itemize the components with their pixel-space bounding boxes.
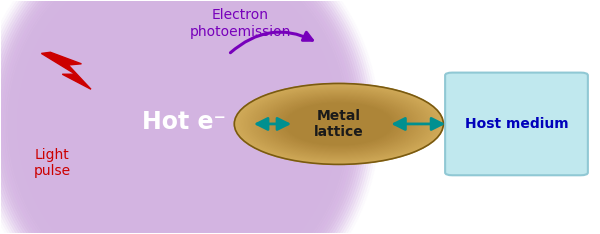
Ellipse shape bbox=[78, 20, 277, 228]
Ellipse shape bbox=[42, 0, 313, 234]
Ellipse shape bbox=[28, 0, 327, 234]
Ellipse shape bbox=[0, 0, 361, 234]
Text: Electron
photoemission: Electron photoemission bbox=[190, 8, 291, 39]
Ellipse shape bbox=[237, 84, 440, 163]
Ellipse shape bbox=[74, 15, 281, 233]
Ellipse shape bbox=[49, 0, 307, 234]
Ellipse shape bbox=[80, 22, 275, 226]
Ellipse shape bbox=[53, 0, 302, 234]
Ellipse shape bbox=[257, 92, 421, 156]
Ellipse shape bbox=[241, 86, 437, 162]
Ellipse shape bbox=[249, 89, 428, 159]
Ellipse shape bbox=[60, 1, 295, 234]
Ellipse shape bbox=[277, 100, 400, 148]
Ellipse shape bbox=[62, 3, 293, 234]
Ellipse shape bbox=[265, 95, 413, 153]
Ellipse shape bbox=[85, 27, 270, 221]
Ellipse shape bbox=[15, 0, 340, 234]
Text: Light
pulse: Light pulse bbox=[34, 148, 71, 178]
Ellipse shape bbox=[261, 94, 416, 154]
Text: Metal
lattice: Metal lattice bbox=[314, 109, 364, 139]
Ellipse shape bbox=[248, 89, 430, 159]
Ellipse shape bbox=[35, 0, 320, 234]
Ellipse shape bbox=[285, 103, 392, 145]
Ellipse shape bbox=[71, 13, 284, 234]
Ellipse shape bbox=[8, 0, 347, 234]
Ellipse shape bbox=[40, 0, 316, 234]
Ellipse shape bbox=[253, 91, 425, 157]
Ellipse shape bbox=[0, 0, 365, 234]
Ellipse shape bbox=[283, 102, 395, 146]
Polygon shape bbox=[41, 52, 91, 89]
Ellipse shape bbox=[65, 5, 290, 234]
Ellipse shape bbox=[247, 88, 431, 160]
Ellipse shape bbox=[22, 0, 334, 234]
FancyBboxPatch shape bbox=[445, 73, 588, 175]
Ellipse shape bbox=[0, 0, 374, 234]
Ellipse shape bbox=[260, 93, 418, 154]
Text: Host medium: Host medium bbox=[464, 117, 568, 131]
Ellipse shape bbox=[67, 8, 288, 234]
Ellipse shape bbox=[280, 101, 398, 147]
Ellipse shape bbox=[236, 84, 442, 164]
Ellipse shape bbox=[0, 0, 379, 234]
Ellipse shape bbox=[272, 98, 406, 150]
Ellipse shape bbox=[37, 0, 318, 234]
Ellipse shape bbox=[245, 88, 433, 160]
Ellipse shape bbox=[58, 0, 298, 234]
Ellipse shape bbox=[69, 10, 286, 234]
Ellipse shape bbox=[31, 0, 325, 234]
Ellipse shape bbox=[0, 0, 359, 234]
Ellipse shape bbox=[287, 104, 391, 144]
Ellipse shape bbox=[273, 99, 404, 149]
Ellipse shape bbox=[1, 0, 354, 234]
Ellipse shape bbox=[271, 98, 407, 150]
Ellipse shape bbox=[0, 0, 370, 234]
FancyArrowPatch shape bbox=[230, 32, 313, 53]
Ellipse shape bbox=[244, 87, 434, 161]
Ellipse shape bbox=[10, 0, 345, 234]
Ellipse shape bbox=[266, 96, 411, 152]
Ellipse shape bbox=[275, 99, 403, 149]
Ellipse shape bbox=[44, 0, 311, 234]
Ellipse shape bbox=[281, 102, 397, 146]
Ellipse shape bbox=[264, 95, 414, 153]
Ellipse shape bbox=[0, 0, 368, 234]
Ellipse shape bbox=[76, 17, 279, 230]
Ellipse shape bbox=[284, 103, 394, 145]
Ellipse shape bbox=[0, 0, 372, 234]
Ellipse shape bbox=[256, 92, 422, 156]
Ellipse shape bbox=[262, 94, 415, 154]
Ellipse shape bbox=[17, 0, 338, 234]
Ellipse shape bbox=[242, 87, 435, 161]
Ellipse shape bbox=[26, 0, 329, 234]
Ellipse shape bbox=[0, 0, 377, 234]
Ellipse shape bbox=[239, 86, 438, 162]
Ellipse shape bbox=[83, 24, 272, 223]
Ellipse shape bbox=[250, 90, 427, 158]
Ellipse shape bbox=[238, 85, 439, 163]
Ellipse shape bbox=[0, 0, 356, 234]
Ellipse shape bbox=[268, 96, 410, 151]
Ellipse shape bbox=[235, 84, 443, 165]
Ellipse shape bbox=[51, 0, 304, 234]
Ellipse shape bbox=[278, 101, 399, 147]
Ellipse shape bbox=[13, 0, 343, 234]
Ellipse shape bbox=[24, 0, 331, 234]
Ellipse shape bbox=[5, 0, 349, 234]
Ellipse shape bbox=[19, 0, 336, 234]
Ellipse shape bbox=[254, 91, 423, 157]
Ellipse shape bbox=[4, 0, 352, 234]
Ellipse shape bbox=[56, 0, 299, 234]
Ellipse shape bbox=[46, 0, 308, 234]
Ellipse shape bbox=[0, 0, 363, 234]
Ellipse shape bbox=[269, 97, 409, 151]
Text: Hot e⁻: Hot e⁻ bbox=[142, 110, 226, 134]
Ellipse shape bbox=[276, 99, 402, 148]
Ellipse shape bbox=[33, 0, 322, 234]
Ellipse shape bbox=[259, 93, 419, 155]
Ellipse shape bbox=[252, 90, 426, 158]
